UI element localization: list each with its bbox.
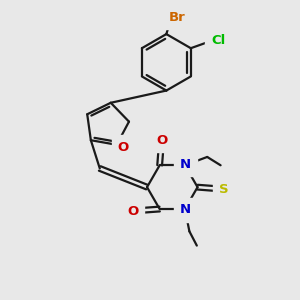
Text: Cl: Cl [211, 34, 225, 47]
Text: O: O [156, 134, 167, 146]
Text: Br: Br [168, 11, 185, 24]
Text: S: S [219, 183, 228, 196]
Text: O: O [127, 205, 139, 218]
Text: O: O [118, 141, 129, 154]
Text: N: N [180, 203, 191, 216]
Text: N: N [180, 158, 191, 171]
